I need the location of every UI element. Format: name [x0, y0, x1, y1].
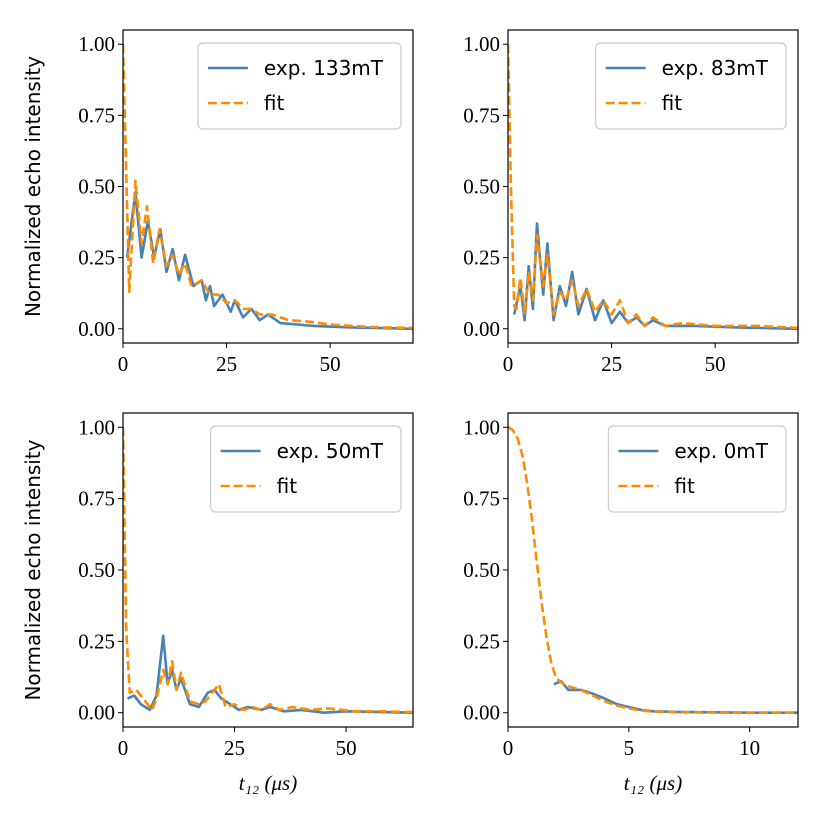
y-tick-label: 0.25	[463, 246, 500, 270]
legend-label: fit	[662, 91, 683, 115]
series-line	[508, 426, 798, 714]
x-axis-label: t₁₂ (μs)	[624, 771, 682, 795]
series-line	[508, 44, 798, 330]
legend-label: exp. 83mT	[662, 56, 769, 80]
x-tick-label: 0	[503, 736, 514, 760]
x-tick-label: 25	[216, 352, 237, 376]
y-tick-label: 1.00	[463, 415, 500, 439]
x-tick-label: 50	[705, 352, 726, 376]
legend-label: exp. 50mT	[277, 439, 384, 463]
y-tick-label: 0.75	[78, 103, 115, 127]
panel: 0.00 0.25 0.50 0.75 1.00 0 5 10 t₁₂ (μs) exp. 0mT…	[463, 412, 799, 795]
y-tick-label: 0.75	[463, 487, 500, 511]
y-tick-label: 0.25	[78, 629, 115, 653]
legend-label: exp. 0mT	[674, 439, 768, 463]
x-tick-label: 0	[118, 736, 129, 760]
y-tick-label: 0.00	[78, 317, 115, 341]
lines	[123, 427, 413, 714]
y-tick-label: 0.50	[78, 175, 115, 199]
y-axis-label: Normalized echo intensity	[21, 439, 45, 700]
y-tick-label: 0.25	[463, 629, 500, 653]
lines	[123, 44, 413, 331]
legend-label: fit	[277, 474, 298, 498]
y-tick-label: 1.00	[78, 32, 115, 56]
y-tick-label: 1.00	[463, 32, 500, 56]
axes-frame	[507, 412, 799, 728]
panel: 0.00 0.25 0.50 0.75 1.00 0 25 50 exp. 83mT fit	[463, 29, 799, 376]
axes-frame	[507, 29, 799, 344]
x-tick-label: 25	[224, 736, 245, 760]
y-tick-label: 1.00	[78, 415, 115, 439]
y-tick-label: 0.50	[78, 558, 115, 582]
y-tick-label: 0.75	[78, 487, 115, 511]
legend-label: fit	[264, 91, 285, 115]
y-tick-label: 0.50	[463, 558, 500, 582]
legend: exp. 83mT fit	[595, 42, 787, 130]
series-line	[123, 427, 413, 714]
legend-frame	[595, 42, 787, 130]
legend-frame	[210, 425, 402, 513]
x-tick-label: 50	[336, 736, 357, 760]
legend-label: fit	[674, 474, 695, 498]
series-line	[512, 222, 798, 331]
series-line	[125, 190, 413, 331]
axes-frame	[122, 412, 414, 728]
y-tick-label: 0.75	[463, 103, 500, 127]
lines	[508, 44, 798, 331]
legend-frame	[197, 42, 402, 130]
panel: 0.00 0.25 0.50 0.75 1.00 0 25 50 Normalized echo…	[21, 412, 414, 795]
legend-frame	[607, 425, 787, 513]
panel: 0.00 0.25 0.50 0.75 1.00 0 25 50 Normalized echo…	[21, 29, 414, 376]
y-tick-label: 0.00	[78, 701, 115, 725]
axes-frame	[122, 29, 414, 344]
y-axis-label: Normalized echo intensity	[21, 56, 45, 317]
legend: exp. 133mT fit	[197, 42, 402, 130]
x-tick-label: 0	[118, 352, 129, 376]
x-tick-label: 0	[503, 352, 514, 376]
legend-label: exp. 133mT	[264, 56, 384, 80]
x-tick-label: 25	[601, 352, 622, 376]
x-tick-label: 5	[624, 736, 635, 760]
y-tick-label: 0.00	[463, 317, 500, 341]
y-tick-label: 0.25	[78, 246, 115, 270]
y-tick-label: 0.50	[463, 175, 500, 199]
x-axis-label: t₁₂ (μs)	[239, 771, 297, 795]
y-tick-label: 0.00	[463, 701, 500, 725]
legend: exp. 50mT fit	[210, 425, 402, 513]
series-line	[553, 680, 798, 714]
lines	[508, 426, 798, 714]
x-tick-label: 10	[739, 736, 760, 760]
x-tick-label: 50	[320, 352, 341, 376]
legend: exp. 0mT fit	[607, 425, 787, 513]
